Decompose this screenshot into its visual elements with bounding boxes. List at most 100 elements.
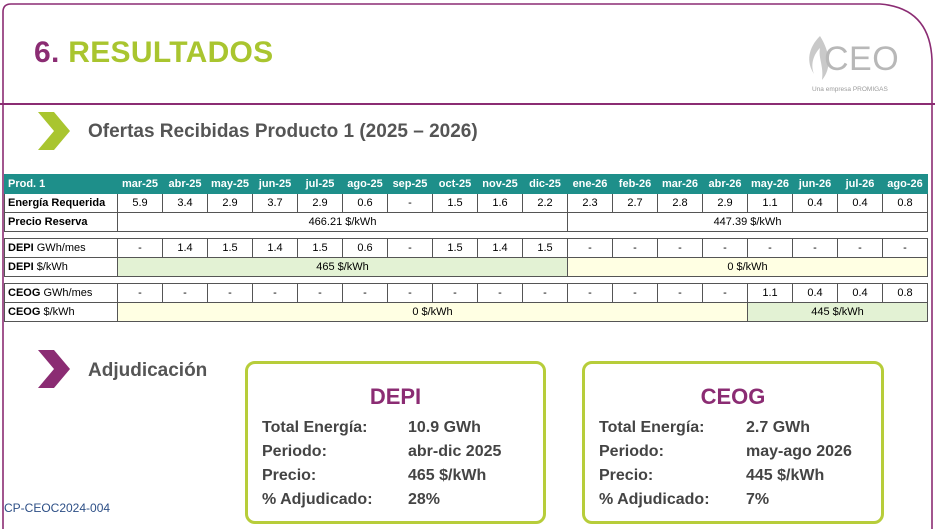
table-row-depi-price: DEPI $/kWh 465 $/kWh 0 $/kWh: [4, 257, 928, 277]
table-row-ceog-gwh: CEOG GWh/mes - - - - - - - - - - - - - -…: [4, 283, 928, 303]
depi-price-2026-cell: 0 $/kWh: [567, 257, 928, 277]
table-cell: -: [747, 238, 793, 258]
table-cell: 2.9: [702, 193, 748, 213]
table-cell: 3.7: [252, 193, 298, 213]
table-cell: 2.3: [567, 193, 613, 213]
section-number: 6.: [34, 36, 60, 69]
award-value: 28%: [408, 491, 441, 508]
ceog-price-a-cell: 0 $/kWh: [117, 302, 748, 322]
month-header: abr-26: [702, 174, 748, 194]
table-cell: -: [117, 238, 163, 258]
row-label: DEPI $/kWh: [4, 257, 118, 277]
table-row-energia: Energía Requerida 5.9 3.4 2.9 3.7 2.9 0.…: [4, 193, 928, 213]
table-cell: 5.9: [117, 193, 163, 213]
table-cell: 2.9: [207, 193, 253, 213]
table-cell: 1.5: [297, 238, 343, 258]
award-box-title: CEOG: [700, 384, 766, 409]
table-cell: -: [387, 238, 433, 258]
table-header-row: Prod. 1 mar-25 abr-25 may-25 jun-25 jul-…: [4, 174, 928, 194]
award-label: Periodo:: [262, 443, 327, 460]
chevron-right-icon: [38, 112, 70, 150]
award-value: 10.9 GWh: [408, 419, 481, 436]
table-cell: 1.4: [162, 238, 208, 258]
table-cell: -: [522, 283, 568, 303]
row-label: Energía Requerida: [4, 193, 118, 213]
table-cell: -: [837, 238, 883, 258]
table-cell: 0.6: [342, 193, 388, 213]
table-cell: -: [387, 193, 433, 213]
logo-text: CEO: [824, 40, 900, 78]
chevron-right-icon: [38, 350, 70, 388]
table-cell: 0.6: [342, 238, 388, 258]
row-label: DEPI GWh/mes: [4, 238, 118, 258]
award-label: Total Energía:: [262, 419, 368, 436]
table-cell: -: [882, 238, 928, 258]
company-logo: CEO Una empresa PROMIGAS: [800, 30, 910, 100]
table-cell: -: [477, 283, 523, 303]
table-row-ceog-price: CEOG $/kWh 0 $/kWh 445 $/kWh: [4, 302, 928, 322]
table-cell: 1.6: [477, 193, 523, 213]
table-cell: 3.4: [162, 193, 208, 213]
award-box-depi: DEPI Total Energía: 10.9 GWh Periodo: ab…: [245, 361, 546, 524]
month-header: may-26: [747, 174, 793, 194]
table-cell: 1.5: [207, 238, 253, 258]
month-header: nov-25: [477, 174, 523, 194]
table-cell: -: [657, 283, 703, 303]
month-header: ene-26: [567, 174, 613, 194]
table-cell: 0.4: [792, 283, 838, 303]
month-header: ago-26: [882, 174, 928, 194]
table-cell: -: [342, 283, 388, 303]
table-cell: 2.9: [297, 193, 343, 213]
award-value: 465 $/kWh: [408, 467, 487, 484]
month-header: jun-26: [792, 174, 838, 194]
table-cell: 0.8: [882, 193, 928, 213]
table-row-depi-gwh: DEPI GWh/mes - 1.4 1.5 1.4 1.5 0.6 - 1.5…: [4, 238, 928, 258]
award-value: 7%: [746, 491, 770, 508]
header-label: Prod. 1: [4, 174, 118, 194]
table-cell: 2.7: [612, 193, 658, 213]
table-cell: 2.2: [522, 193, 568, 213]
table-cell: -: [432, 283, 478, 303]
table-cell: -: [612, 283, 658, 303]
precio-2025-cell: 466.21 $/kWh: [117, 212, 568, 232]
award-value: 2.7 GWh: [746, 419, 811, 436]
flame-logo-icon: [809, 36, 829, 80]
table-cell: 1.4: [477, 238, 523, 258]
table-cell: -: [162, 283, 208, 303]
award-label: Precio:: [599, 467, 654, 484]
table-cell: -: [792, 238, 838, 258]
month-header: jun-25: [252, 174, 298, 194]
award-label: % Adjudicado:: [262, 491, 373, 508]
table-cell: 1.5: [432, 193, 478, 213]
table-cell: -: [252, 283, 298, 303]
month-header: oct-25: [432, 174, 478, 194]
award-value: may-ago 2026: [746, 443, 852, 460]
award-value: 445 $/kWh: [746, 467, 825, 484]
depi-price-2025-cell: 465 $/kWh: [117, 257, 568, 277]
table-cell: 2.8: [657, 193, 703, 213]
table-cell: -: [702, 238, 748, 258]
offers-table: Prod. 1 mar-25 abr-25 may-25 jun-25 jul-…: [4, 174, 928, 322]
section-heading-award: Adjudicación: [88, 360, 208, 381]
table-cell: 0.4: [837, 193, 883, 213]
table-cell: 1.5: [432, 238, 478, 258]
section-heading-offers: Ofertas Recibidas Producto 1 (2025 – 202…: [88, 121, 478, 142]
section-title: RESULTADOS: [68, 36, 274, 69]
award-box-ceog: CEOG Total Energía: 2.7 GWh Periodo: may…: [582, 361, 884, 524]
row-label: CEOG GWh/mes: [4, 283, 118, 303]
table-cell: -: [567, 238, 613, 258]
table-cell: -: [297, 283, 343, 303]
award-label: % Adjudicado:: [599, 491, 710, 508]
document-code: CP-CEOC2024-004: [4, 501, 111, 515]
month-header: abr-25: [162, 174, 208, 194]
award-label: Periodo:: [599, 443, 664, 460]
table-cell: 1.1: [747, 193, 793, 213]
award-label: Total Energía:: [599, 419, 705, 436]
month-header: mar-26: [657, 174, 703, 194]
table-cell: -: [117, 283, 163, 303]
page-title: 6. RESULTADOS: [34, 36, 274, 70]
month-header: mar-25: [117, 174, 163, 194]
table-cell: -: [567, 283, 613, 303]
table-row-precio: Precio Reserva 466.21 $/kWh 447.39 $/kWh: [4, 212, 928, 232]
